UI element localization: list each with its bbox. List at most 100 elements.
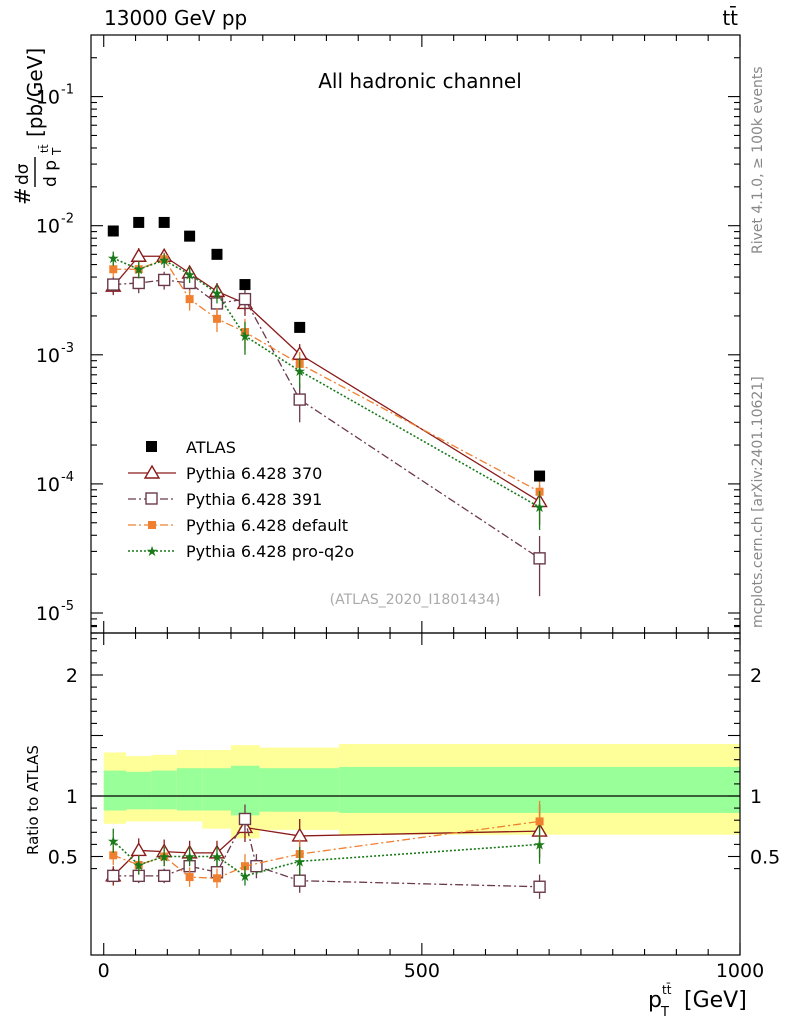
ratio-point-pythia-6-428-391 [293,874,306,887]
x-tick-label: 0 [98,960,110,982]
ratio-point-pythia-6-428-default [212,874,221,883]
ratio-point-pythia-6-428-391 [533,880,546,893]
rivet-label: Rivet 4.1.0, ≥ 100k events [750,66,766,254]
main-point-pythia-6-428-pro-q2o: ★ [533,500,546,516]
ratio-point-pythia-6-428-default [109,851,118,860]
main-point-pythia-6-428-pro-q2o: ★ [107,251,120,267]
ratio-point-pythia-6-428-pro-q2o: ★ [533,837,546,853]
legend-label-391: Pythia 6.428 391 [186,490,322,509]
ylabel-numerator: dσ [13,163,33,185]
ratio-point-pythia-6-428-default [535,817,544,826]
main-point-atlas [239,279,251,291]
analysis-tag: (ATLAS_2020_I1801434) [330,592,501,608]
ratio-panel-frame [90,632,741,956]
xlabel-subscript: T [660,1005,669,1020]
legend-entry-default: Pythia 6.428 default [128,516,348,535]
legend-label-atlas: ATLAS [186,438,236,457]
main-point-pythia-6-428-pro-q2o: ★ [158,253,171,269]
band-green [103,770,126,811]
legend-label-pro-q2o: Pythia 6.428 pro-q2o [186,542,354,561]
ratio-point-pythia-6-428-370 [130,842,147,857]
main-point-pythia-6-428-391 [238,292,252,306]
main-point-atlas [534,470,546,482]
x-tick-label: 1000 [716,960,764,982]
main-point-pythia-6-428-370 [130,247,147,262]
energy-label: 13000 GeV pp [104,6,247,30]
main-point-atlas [211,248,223,260]
main-point-atlas [294,321,306,333]
ratio-point-pythia-6-428-pro-q2o: ★ [293,854,306,870]
ratio-point-pythia-6-428-pro-q2o: ★ [239,869,252,885]
x-tick-label: 500 [404,960,440,982]
y-tick-exponent: -3 [61,341,74,356]
legend-label-default: Pythia 6.428 default [186,516,348,535]
ratio-y-axis-label: Ratio to ATLAS [24,745,42,855]
band-green [259,768,340,812]
process-label: tt̄ [722,5,738,30]
ylabel-superscript: tt̄ [38,144,51,153]
main-line-pythia-6-428-default [113,258,540,493]
main-point-atlas [184,230,196,242]
y-tick-label: 10 [36,474,60,496]
main-line-pythia-6-428-pro-q2o [112,257,540,508]
y-tick-exponent: -2 [61,212,74,227]
ratio-point-pythia-6-428-default [185,873,194,882]
ratio-point-pythia-6-428-pro-q2o: ★ [107,834,120,850]
y-tick-label: 10 [36,345,60,367]
main-point-pythia-6-428-391 [157,273,171,287]
ylabel-subscript: T [50,147,64,156]
main-y-axis-label: # dσ d p T tt̄ [pb/GeV] [11,48,64,205]
main-point-pythia-6-428-pro-q2o: ★ [183,267,196,283]
main-point-pythia-6-428-391 [533,552,546,565]
ratio-point-pythia-6-428-391 [107,869,120,883]
ratio-point-pythia-6-428-391 [238,812,252,826]
main-point-pythia-6-428-pro-q2o: ★ [132,262,145,278]
main-point-pythia-6-428-pro-q2o: ★ [211,286,224,302]
ratio-y-tick-label-right: 2 [750,665,762,687]
legend: ATLAS Pythia 6.428 370 Pythia 6.428 391 … [128,438,354,561]
legend-marker-pro-q2o: ★ [146,544,159,560]
legend-entry-pro-q2o: ★ Pythia 6.428 pro-q2o [128,542,354,561]
xlabel-p: p [648,988,662,1013]
main-point-pythia-6-428-pro-q2o: ★ [239,329,252,345]
ratio-uncertainty-bands [103,743,740,839]
y-tick-label: 10 [36,216,60,238]
ratio-line-pythia-6-428-default [113,820,540,879]
ratio-line-pythia-6-428-pro-q2o [112,840,540,877]
band-green [176,768,203,811]
xlabel-superscript: tt̄ [662,983,672,997]
legend-entry-atlas: ATLAS [146,438,236,457]
xlabel-units: [GeV] [684,988,747,1013]
ylabel-prefix: # [11,187,35,205]
ylabel-units: [pb/GeV] [23,48,47,137]
main-plot-area: ★ ★ ★ ★ ★ ★ ★ ★ [105,216,548,597]
ratio-y-tick-label-right: 0.5 [750,847,780,869]
main-line-pythia-6-428-370 [112,255,540,503]
ratio-y-tick-label-right: 1 [750,786,762,808]
main-point-atlas [158,216,170,228]
y-tick-label: 10 [36,603,60,625]
legend-entry-391: Pythia 6.428 391 [128,490,322,509]
main-point-pythia-6-428-391 [107,278,120,291]
ratio-point-pythia-6-428-pro-q2o: ★ [183,850,196,866]
band-green [202,768,231,811]
ratio-point-pythia-6-428-391 [250,859,263,873]
main-point-pythia-6-428-default [185,295,194,304]
ratio-point-pythia-6-428-pro-q2o: ★ [211,850,224,866]
legend-marker-atlas [146,441,157,452]
mcplots-label: mcplots.cern.ch [arXiv:2401.10621] [750,376,766,628]
y-tick-label: 10 [36,87,60,109]
main-point-pythia-6-428-default [109,265,118,274]
main-point-pythia-6-428-pro-q2o: ★ [293,364,306,380]
ratio-point-pythia-6-428-pro-q2o: ★ [132,858,145,874]
ratio-line-pythia-6-428-370 [112,826,540,877]
main-point-pythia-6-428-default [212,314,221,323]
main-point-atlas [133,216,145,228]
ratio-line-pythia-6-428-391 [113,817,540,888]
ratio-point-pythia-6-428-391 [157,869,171,883]
legend-marker-default [148,521,156,529]
ylabel-denominator: d p [41,160,61,187]
legend-marker-391 [145,492,158,505]
